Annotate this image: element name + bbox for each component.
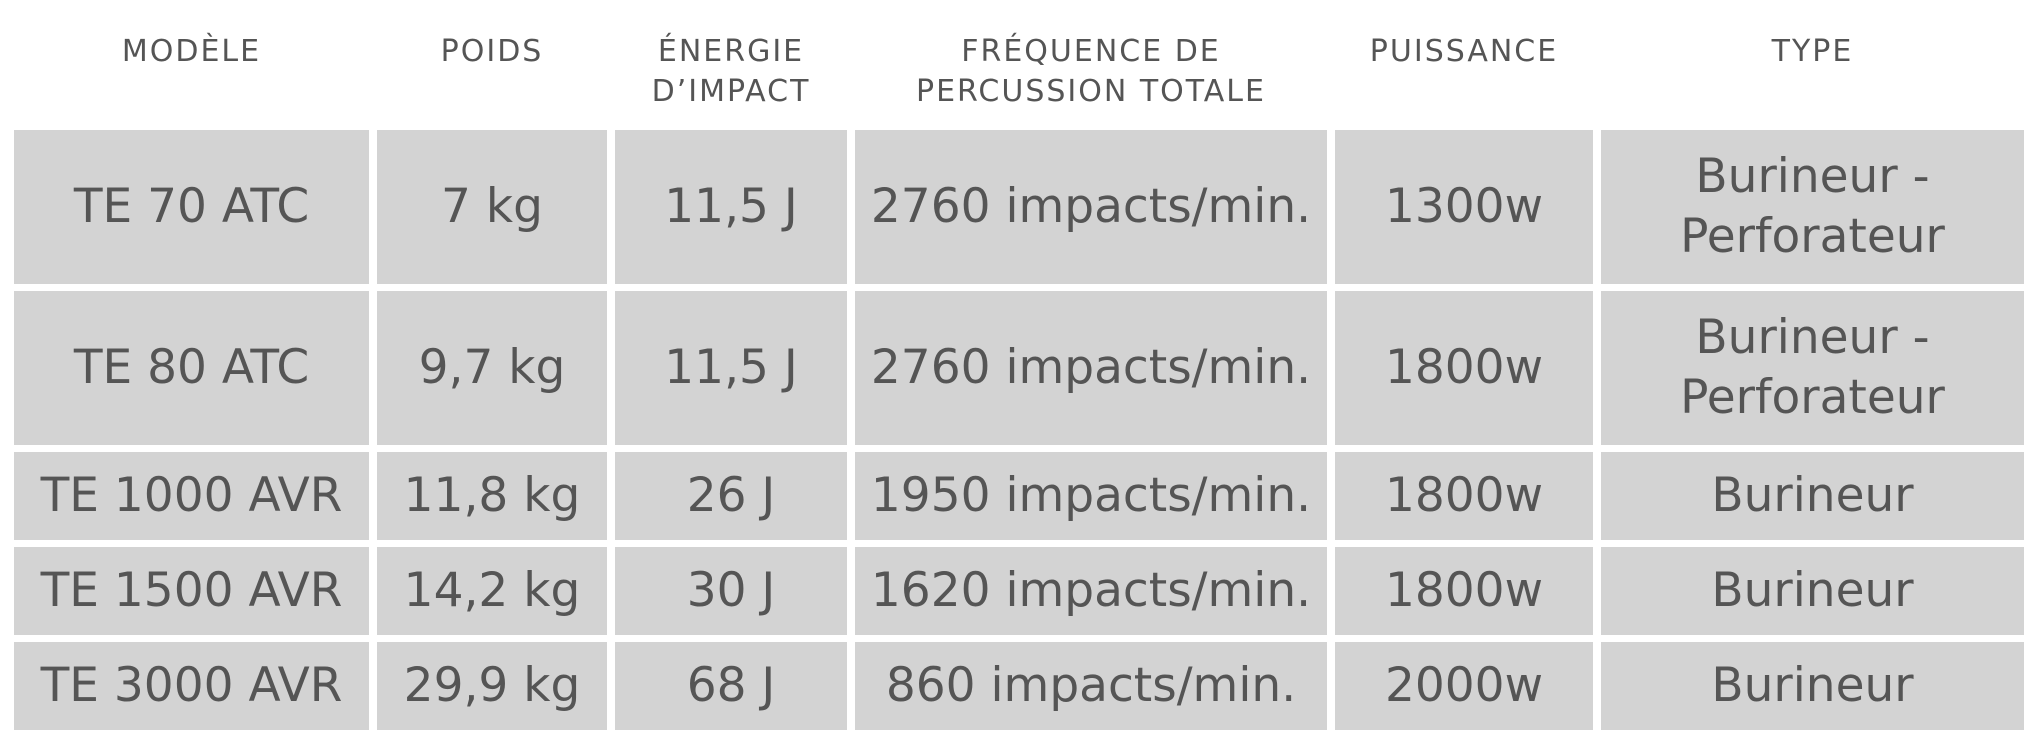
cell-modele: TE 1500 AVR (14, 547, 369, 635)
cell-energie: 11,5 J (615, 130, 847, 284)
cell-poids: 14,2 kg (377, 547, 607, 635)
specs-table: MODÈLE POIDS ÉNERGIE D’IMPACT FRÉQUENCE … (6, 0, 2032, 737)
cell-type: Burineur (1601, 452, 2024, 540)
cell-poids: 11,8 kg (377, 452, 607, 540)
header-frequence-line1: FRÉQUENCE DE (961, 34, 1221, 69)
header-puissance: PUISSANCE (1335, 7, 1593, 123)
table-row: TE 80 ATC 9,7 kg 11,5 J 2760 impacts/min… (14, 291, 2024, 445)
cell-energie: 11,5 J (615, 291, 847, 445)
cell-puissance: 1300w (1335, 130, 1593, 284)
cell-type: Burineur - Perforateur (1601, 291, 2024, 445)
table-body: TE 70 ATC 7 kg 11,5 J 2760 impacts/min. … (14, 130, 2024, 730)
cell-modele: TE 3000 AVR (14, 642, 369, 730)
header-poids-label: POIDS (440, 34, 544, 69)
cell-poids: 29,9 kg (377, 642, 607, 730)
header-energie-line1: ÉNERGIE (657, 34, 805, 69)
cell-energie: 68 J (615, 642, 847, 730)
cell-puissance: 1800w (1335, 452, 1593, 540)
cell-modele: TE 1000 AVR (14, 452, 369, 540)
header-modele-label: MODÈLE (121, 34, 262, 69)
cell-frequence: 2760 impacts/min. (855, 291, 1327, 445)
header-type: TYPE (1601, 7, 2024, 123)
cell-puissance: 2000w (1335, 642, 1593, 730)
cell-modele: TE 70 ATC (14, 130, 369, 284)
cell-frequence: 1620 impacts/min. (855, 547, 1327, 635)
cell-puissance: 1800w (1335, 547, 1593, 635)
cell-energie: 30 J (615, 547, 847, 635)
cell-poids: 9,7 kg (377, 291, 607, 445)
table-header: MODÈLE POIDS ÉNERGIE D’IMPACT FRÉQUENCE … (14, 7, 2024, 123)
header-frequence-label: FRÉQUENCE DE PERCUSSION TOTALE (855, 7, 1327, 112)
cell-poids: 7 kg (377, 130, 607, 284)
table-row: TE 3000 AVR 29,9 kg 68 J 860 impacts/min… (14, 642, 2024, 730)
header-energie-label: ÉNERGIE D’IMPACT (615, 7, 847, 112)
cell-type-line1: Burineur - (1695, 310, 1930, 365)
cell-frequence: 1950 impacts/min. (855, 452, 1327, 540)
cell-energie: 26 J (615, 452, 847, 540)
header-puissance-label: PUISSANCE (1369, 34, 1559, 69)
header-row: MODÈLE POIDS ÉNERGIE D’IMPACT FRÉQUENCE … (14, 7, 2024, 123)
cell-type-line1: Burineur - (1695, 149, 1930, 204)
cell-type: Burineur (1601, 642, 2024, 730)
header-type-label: TYPE (1771, 34, 1854, 69)
header-energie: ÉNERGIE D’IMPACT (615, 7, 847, 123)
cell-frequence: 860 impacts/min. (855, 642, 1327, 730)
header-frequence: FRÉQUENCE DE PERCUSSION TOTALE (855, 7, 1327, 123)
cell-type: Burineur (1601, 547, 2024, 635)
header-poids: POIDS (377, 7, 607, 123)
header-frequence-line2: PERCUSSION TOTALE (916, 74, 1266, 109)
header-modele: MODÈLE (14, 7, 369, 123)
table-row: TE 1000 AVR 11,8 kg 26 J 1950 impacts/mi… (14, 452, 2024, 540)
cell-frequence: 2760 impacts/min. (855, 130, 1327, 284)
table-row: TE 1500 AVR 14,2 kg 30 J 1620 impacts/mi… (14, 547, 2024, 635)
cell-type-line2: Perforateur (1680, 209, 1945, 264)
header-energie-line2: D’IMPACT (651, 74, 811, 109)
cell-type-line2: Perforateur (1680, 370, 1945, 425)
cell-puissance: 1800w (1335, 291, 1593, 445)
cell-modele: TE 80 ATC (14, 291, 369, 445)
table-row: TE 70 ATC 7 kg 11,5 J 2760 impacts/min. … (14, 130, 2024, 284)
cell-type: Burineur - Perforateur (1601, 130, 2024, 284)
